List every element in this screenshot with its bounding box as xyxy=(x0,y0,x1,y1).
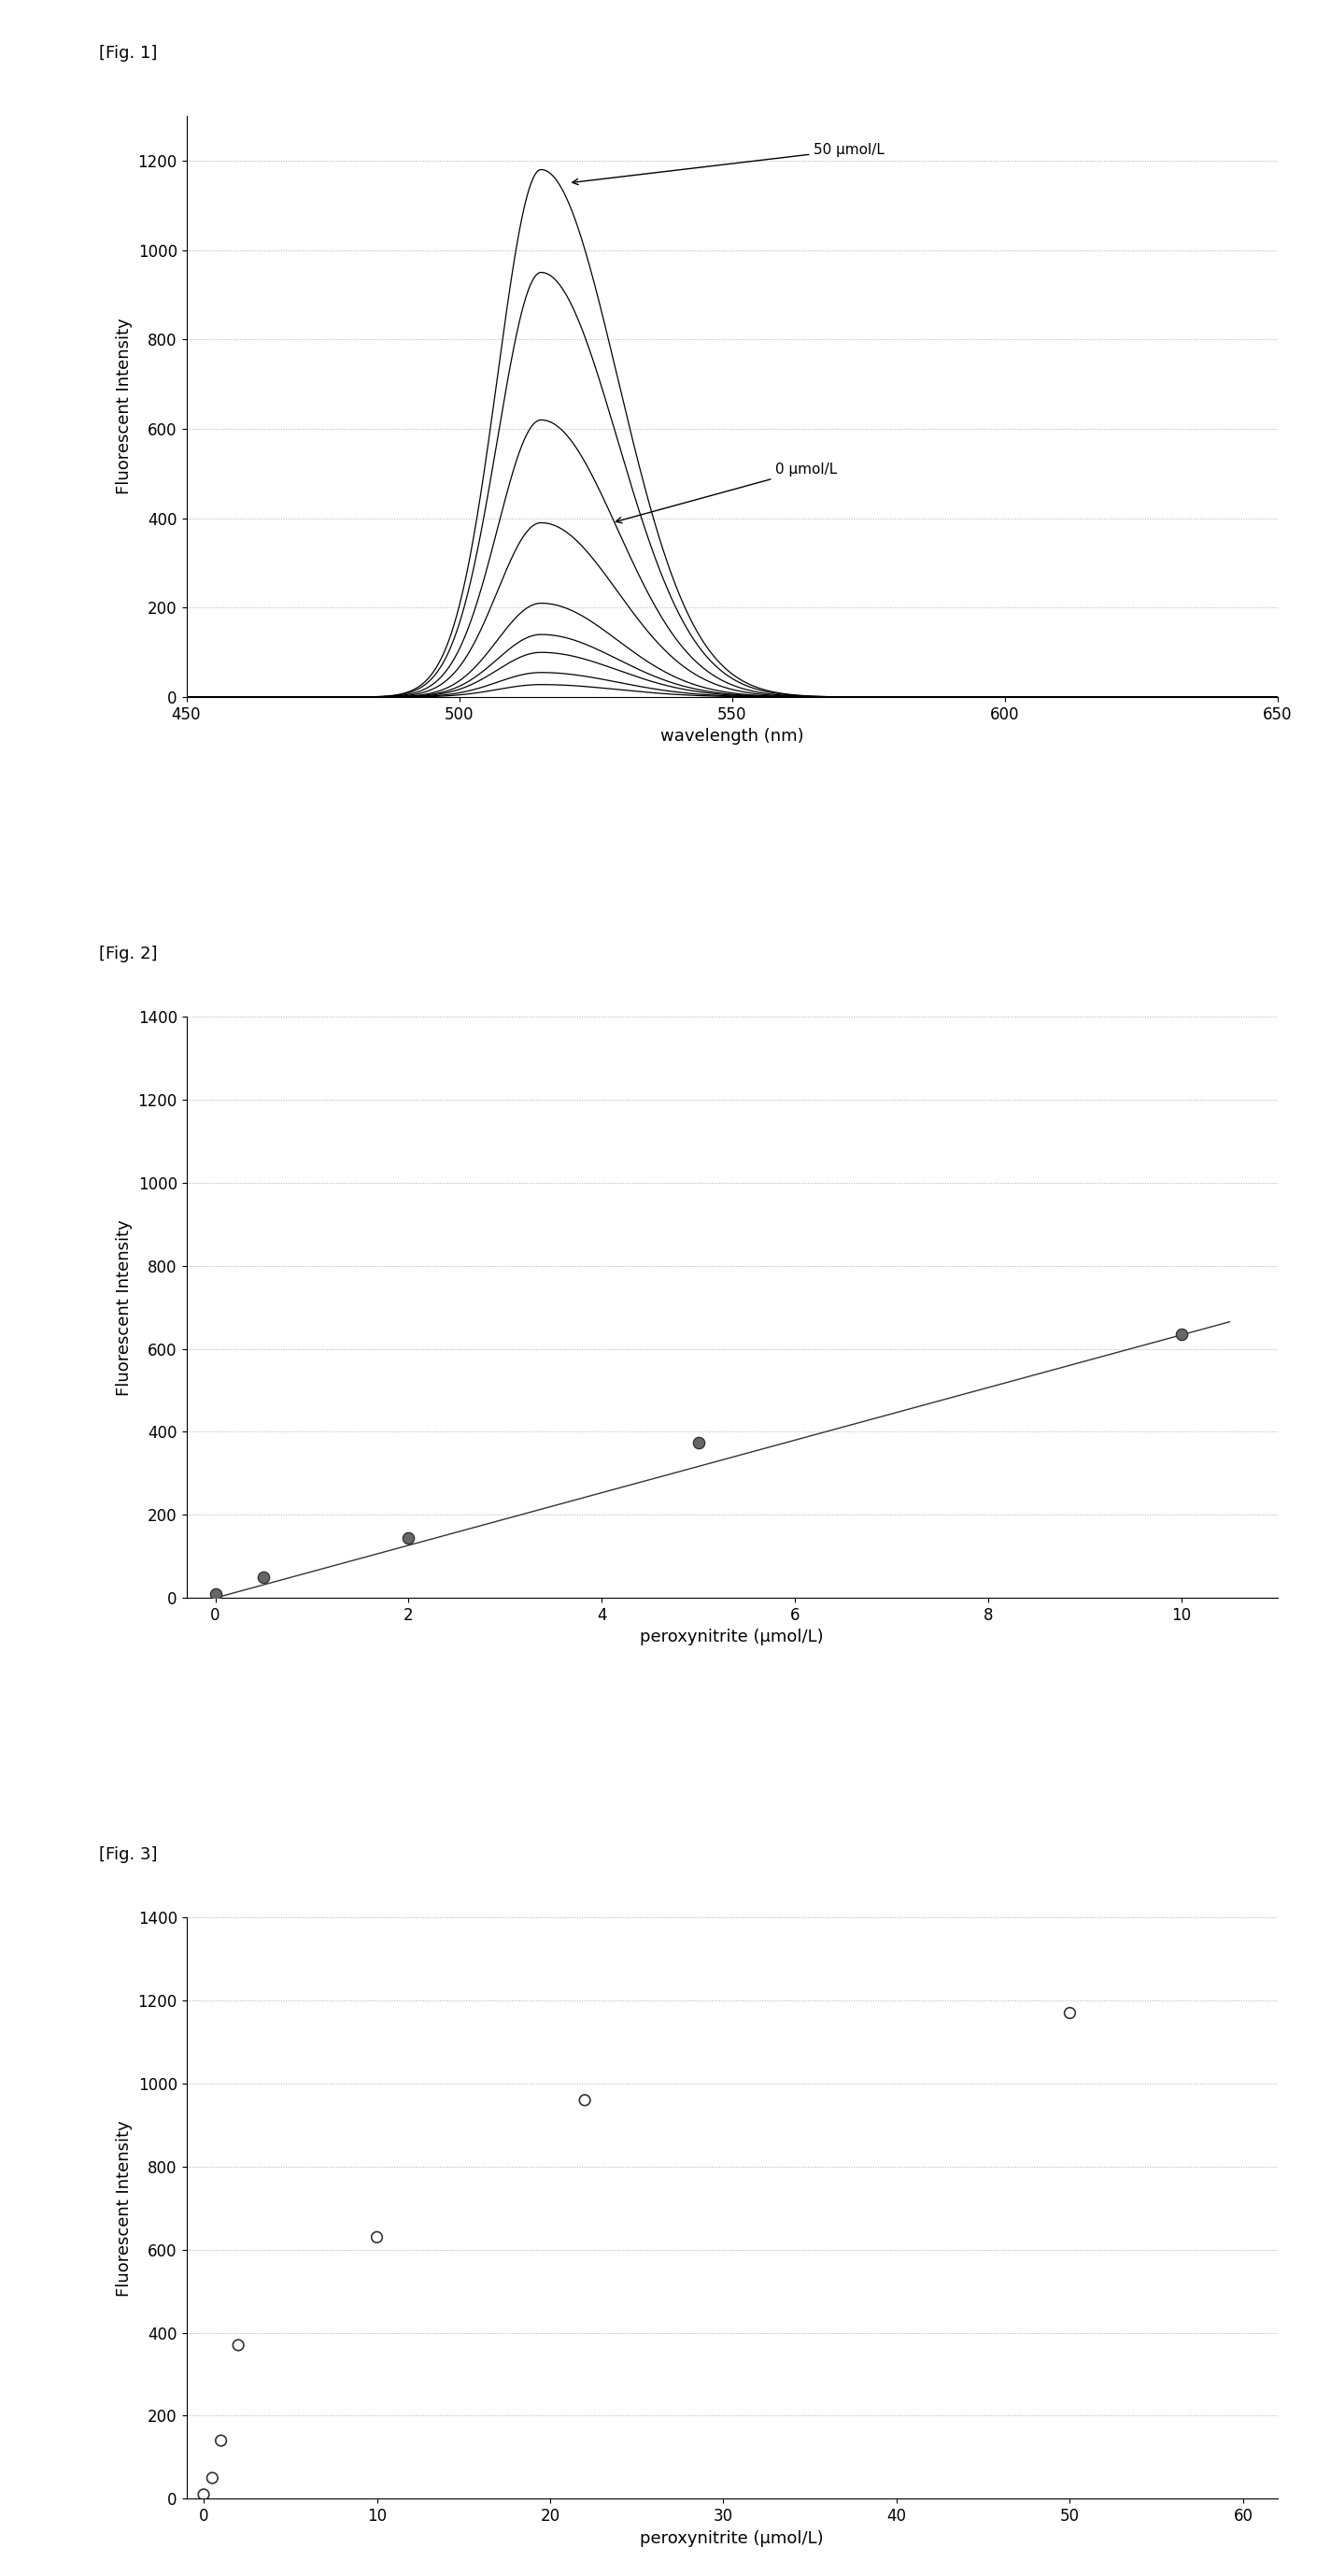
Point xyxy=(1059,1991,1081,2032)
Point xyxy=(1170,1314,1191,1355)
Point xyxy=(398,1517,419,1558)
Point xyxy=(228,2324,249,2365)
Text: [Fig. 1]: [Fig. 1] xyxy=(98,44,157,62)
Point xyxy=(688,1422,709,1463)
Text: 50 μmol/L: 50 μmol/L xyxy=(572,142,885,185)
Y-axis label: Fluorescent Intensity: Fluorescent Intensity xyxy=(116,1218,133,1396)
Y-axis label: Fluorescent Intensity: Fluorescent Intensity xyxy=(116,2120,133,2295)
Point xyxy=(210,2419,232,2460)
X-axis label: peroxynitrite (μmol/L): peroxynitrite (μmol/L) xyxy=(640,2530,824,2548)
Point xyxy=(253,1556,274,1597)
X-axis label: wavelength (nm): wavelength (nm) xyxy=(660,729,804,744)
Text: [Fig. 3]: [Fig. 3] xyxy=(98,1847,157,1862)
Point xyxy=(193,2473,214,2514)
X-axis label: peroxynitrite (μmol/L): peroxynitrite (μmol/L) xyxy=(640,1628,824,1646)
Y-axis label: Fluorescent Intensity: Fluorescent Intensity xyxy=(116,319,133,495)
Text: [Fig. 2]: [Fig. 2] xyxy=(98,945,157,963)
Point xyxy=(202,2458,224,2499)
Text: 0 μmol/L: 0 μmol/L xyxy=(616,461,837,523)
Point xyxy=(366,2215,387,2257)
Point xyxy=(205,1574,226,1615)
Point xyxy=(574,2079,595,2120)
